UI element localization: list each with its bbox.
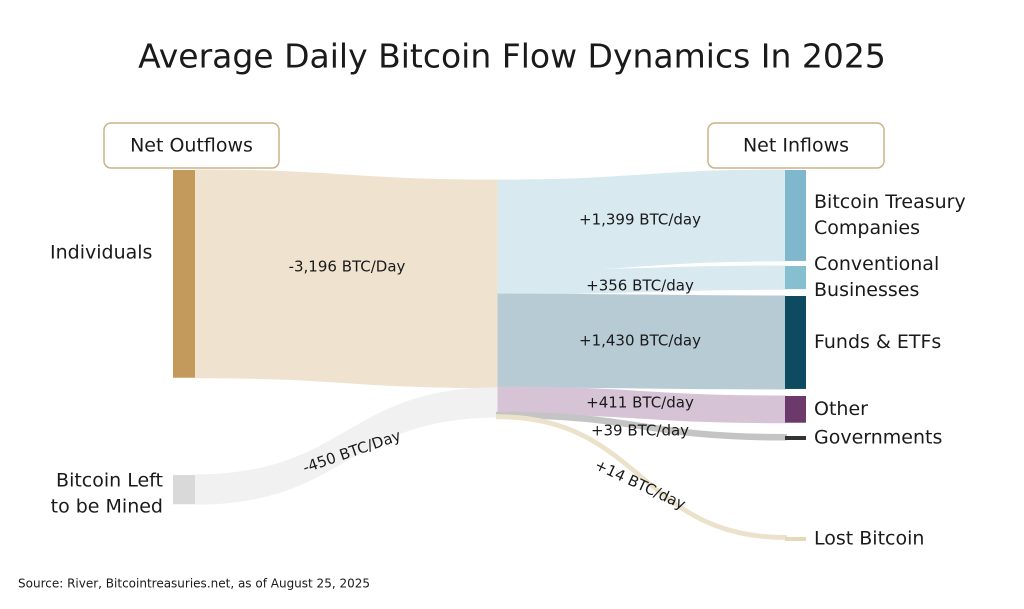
right-header: Net Inflows — [743, 135, 849, 157]
target-node — [785, 436, 806, 440]
target-node — [785, 266, 806, 290]
header-box — [103, 122, 280, 169]
target-label: Governments — [814, 427, 942, 449]
header-box — [707, 122, 885, 169]
target-label: Lost Bitcoin — [814, 528, 924, 550]
source-flow — [194, 169, 499, 389]
target-node — [785, 170, 806, 261]
flow-label: -3,196 BTC/Day — [289, 258, 406, 276]
target-label: Other — [814, 398, 868, 420]
flow-label: +1,430 BTC/day — [579, 332, 701, 350]
source-node — [173, 475, 195, 505]
flow-label: +14 BTC/day — [592, 456, 689, 514]
target-label: Bitcoin Treasury — [814, 191, 966, 213]
flow-label: +411 BTC/day — [586, 394, 694, 412]
source-node — [173, 170, 195, 378]
flow-label: +1,399 BTC/day — [579, 211, 701, 229]
target-node — [785, 537, 806, 541]
source-label: Individuals — [50, 242, 152, 264]
target-label: Funds & ETFs — [814, 331, 941, 353]
source-label: Bitcoin Left — [56, 470, 163, 492]
left-header: Net Outflows — [130, 135, 253, 157]
target-label: Conventional — [814, 253, 939, 275]
target-label: Businesses — [814, 279, 919, 301]
flow-label: +39 BTC/day — [591, 422, 689, 440]
source-label: to be Mined — [51, 496, 163, 518]
flow-label: +356 BTC/day — [586, 277, 694, 295]
target-node — [785, 396, 806, 423]
chart-title: Average Daily Bitcoin Flow Dynamics In 2… — [138, 37, 886, 76]
source-note: Source: River, Bitcointreasuries.net, as… — [18, 577, 370, 591]
target-label: Companies — [814, 217, 920, 239]
target-node — [785, 296, 806, 389]
